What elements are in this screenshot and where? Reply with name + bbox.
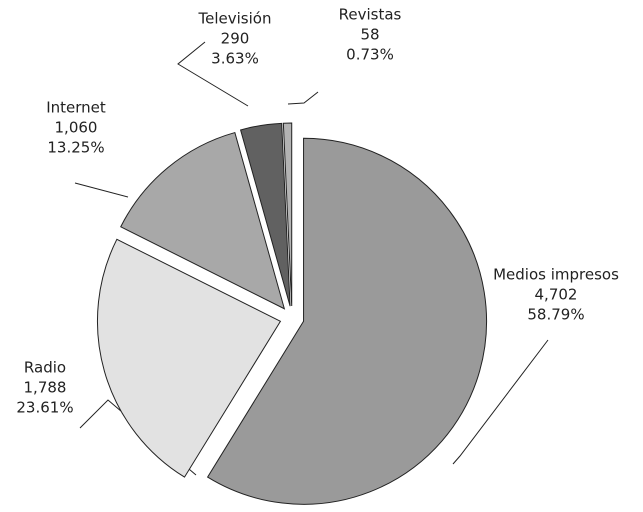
value-label: 4,702 bbox=[535, 286, 578, 304]
percentage-label: 23.61% bbox=[16, 399, 73, 417]
leader-line bbox=[287, 91, 319, 105]
value-label: 58 bbox=[360, 26, 379, 44]
leader-line bbox=[452, 339, 549, 465]
slice-label: Radio bbox=[24, 359, 66, 377]
percentage-label: 13.25% bbox=[47, 139, 104, 157]
value-label: 1,788 bbox=[24, 379, 67, 397]
value-label: 1,060 bbox=[55, 119, 98, 137]
slice-label: Medios impresos bbox=[493, 266, 619, 284]
percentage-label: 58.79% bbox=[527, 306, 584, 324]
slice-label: Televisión bbox=[198, 10, 272, 28]
leader-line bbox=[177, 41, 249, 107]
pie-slice bbox=[282, 122, 293, 307]
percentage-label: 0.73% bbox=[346, 46, 394, 64]
value-label: 290 bbox=[221, 30, 250, 48]
pie-slice bbox=[120, 131, 286, 310]
slice-label: Revistas bbox=[339, 6, 402, 24]
leader-line bbox=[74, 182, 129, 198]
pie-slice bbox=[239, 122, 291, 307]
pie-slice bbox=[206, 137, 487, 505]
slice-label: Internet bbox=[46, 99, 106, 117]
percentage-label: 3.63% bbox=[211, 50, 259, 68]
pie-slice bbox=[96, 238, 282, 478]
